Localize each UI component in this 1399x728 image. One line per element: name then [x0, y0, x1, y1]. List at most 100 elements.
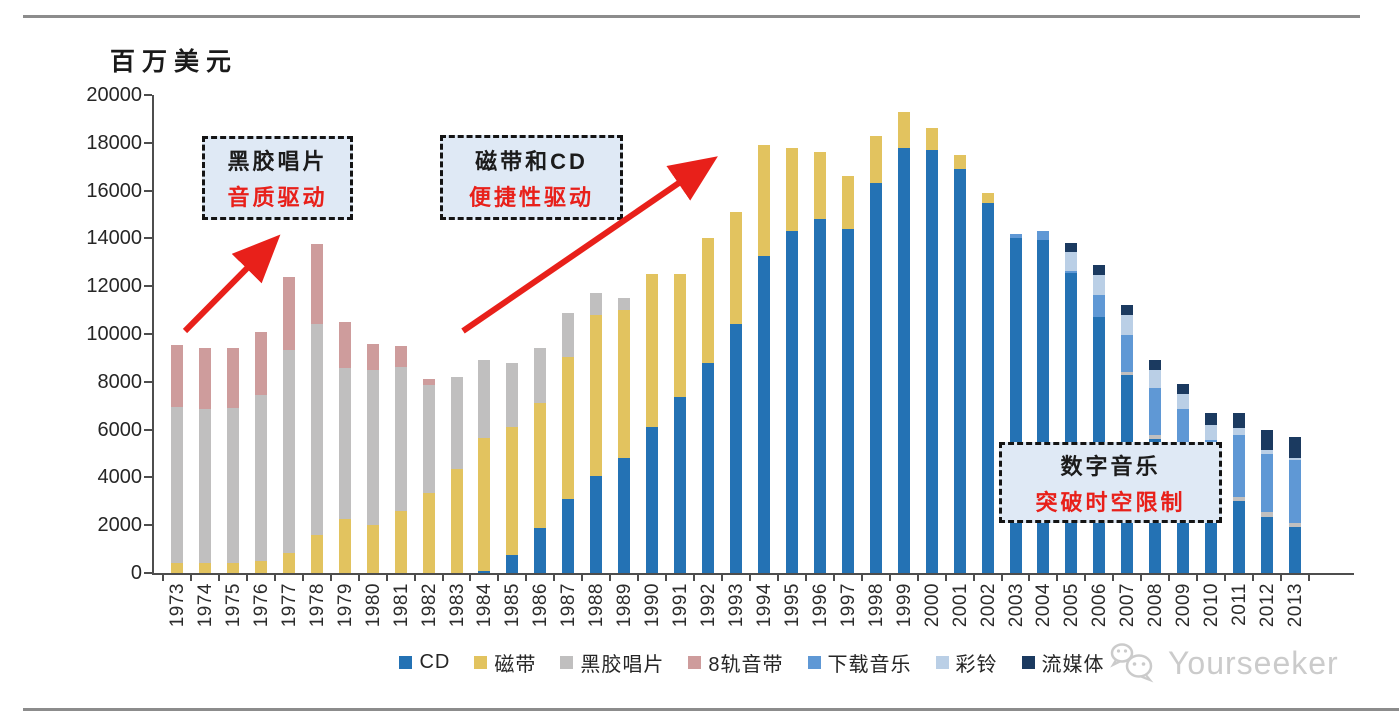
x-tick-mark — [1224, 573, 1227, 581]
x-tick-mark — [832, 573, 835, 581]
bar-segment-2006-下载音乐 — [1093, 294, 1106, 318]
bar-segment-2002-磁带 — [981, 193, 994, 203]
y-tick-mark — [144, 524, 152, 527]
legend-item-8轨音带: 8轨音带 — [688, 648, 783, 677]
bar-segment-1989-磁带 — [618, 310, 631, 459]
bar-segment-1975-8轨音带 — [226, 348, 239, 409]
bar-segment-1990-CD — [646, 427, 659, 573]
x-tick-label-2006: 2006 — [1089, 583, 1111, 628]
x-tick-label-1974: 1974 — [194, 583, 216, 628]
x-tick-label-1986: 1986 — [530, 583, 552, 628]
y-tick-label: 12000 — [86, 275, 142, 298]
y-tick-mark — [144, 380, 152, 383]
y-tick-label: 6000 — [97, 418, 143, 441]
x-tick-mark — [860, 573, 863, 581]
bar-segment-2011-下载音乐 — [1233, 434, 1246, 497]
bar-segment-2011-CD — [1233, 501, 1246, 573]
x-tick-mark — [888, 573, 891, 581]
legend-item-下载音乐: 下载音乐 — [807, 648, 912, 677]
x-tick-label-1982: 1982 — [418, 583, 440, 628]
x-tick-label-1993: 1993 — [726, 583, 747, 628]
x-tick-mark — [1112, 573, 1115, 581]
bar-segment-1987-黑胶唱片 — [562, 312, 575, 357]
bar-segment-2009-流媒体 — [1177, 384, 1190, 395]
bar-segment-1975-黑胶唱片 — [226, 408, 239, 564]
bar-segment-2007-流媒体 — [1121, 305, 1134, 315]
bar-segment-2010-彩铃 — [1205, 424, 1218, 440]
bar-segment-2005-流媒体 — [1065, 243, 1078, 252]
bar-segment-1973-磁带 — [171, 563, 183, 573]
bar-segment-2004-下载音乐 — [1037, 231, 1050, 240]
bar-segment-2007-下载音乐 — [1121, 335, 1134, 373]
x-tick-mark — [748, 573, 751, 581]
bar-segment-1981-磁带 — [394, 510, 407, 573]
callout-digital-subtitle: 突破时空限制 — [1035, 489, 1186, 515]
x-tick-mark — [1252, 573, 1255, 581]
bar-segment-2013-彩铃 — [1289, 457, 1301, 461]
x-tick-mark — [1307, 573, 1310, 581]
bar-segment-1980-磁带 — [366, 525, 379, 573]
bar-segment-1973-黑胶唱片 — [171, 406, 183, 564]
x-tick-mark — [245, 573, 248, 581]
bar-segment-1986-磁带 — [534, 402, 547, 529]
bar-segment-2013-流媒体 — [1289, 436, 1301, 458]
watermark-text: Yourseeker — [1168, 644, 1339, 681]
x-tick-label-1999: 1999 — [893, 583, 915, 628]
x-tick-label-1988: 1988 — [586, 583, 608, 628]
bar-segment-2008-下载音乐 — [1149, 388, 1162, 435]
bar-segment-1976-磁带 — [254, 561, 267, 573]
bar-segment-2012-彩铃 — [1261, 449, 1274, 454]
bar-segment-1987-磁带 — [562, 356, 575, 499]
y-tick-label: 8000 — [97, 370, 143, 393]
legend-item-黑胶唱片: 黑胶唱片 — [560, 648, 664, 677]
callout-digital: 数字音乐 突破时空限制 — [999, 442, 1222, 523]
bar-segment-2013-CD — [1289, 527, 1301, 573]
bar-segment-2001-CD — [953, 169, 966, 573]
bar-segment-2007-彩铃 — [1121, 314, 1134, 336]
legend-swatch-磁带 — [474, 656, 488, 669]
x-tick-mark — [1084, 573, 1087, 581]
bar-segment-1987-CD — [562, 498, 575, 573]
x-tick-label-2010: 2010 — [1201, 583, 1223, 628]
x-tick-mark — [469, 573, 472, 581]
x-tick-mark — [1140, 573, 1143, 581]
x-tick-label-2005: 2005 — [1061, 583, 1083, 628]
watermark: Yourseeker — [1108, 641, 1339, 685]
x-tick-label-2007: 2007 — [1117, 583, 1139, 628]
y-tick-label: 4000 — [97, 466, 143, 489]
bar-segment-1974-8轨音带 — [198, 348, 211, 410]
bar-segment-1996-CD — [813, 219, 826, 573]
bar-segment-1980-8轨音带 — [366, 344, 379, 371]
callout-cassette-cd-title: 磁带和CD — [475, 148, 588, 174]
bar-segment-1996-磁带 — [813, 152, 826, 220]
x-tick-mark — [1196, 573, 1199, 581]
bar-segment-1978-磁带 — [310, 534, 323, 573]
legend-label-CD: CD — [419, 651, 451, 673]
x-tick-mark — [497, 573, 500, 581]
bar-segment-1981-黑胶唱片 — [394, 367, 407, 511]
x-tick-mark — [162, 573, 165, 581]
bar-segment-1991-磁带 — [674, 274, 687, 398]
callout-digital-title: 数字音乐 — [1060, 453, 1161, 479]
bar-segment-1995-磁带 — [785, 147, 798, 232]
bar-segment-1984-磁带 — [478, 437, 491, 571]
legend-swatch-CD — [399, 656, 413, 669]
bar-segment-1985-黑胶唱片 — [506, 362, 519, 428]
x-tick-label-2004: 2004 — [1033, 583, 1055, 628]
legend-label-8轨音带: 8轨音带 — [708, 654, 784, 676]
y-tick-mark — [144, 572, 152, 574]
legend-label-磁带: 磁带 — [494, 654, 537, 676]
x-tick-mark — [972, 573, 975, 581]
bar-segment-1988-磁带 — [590, 314, 603, 477]
x-tick-label-1992: 1992 — [698, 583, 720, 628]
x-tick-label-1980: 1980 — [362, 583, 384, 628]
legend-swatch-黑胶唱片 — [560, 656, 574, 669]
x-tick-label-2001: 2001 — [949, 583, 971, 628]
bar-segment-2008-流媒体 — [1149, 360, 1162, 371]
x-tick-label-1978: 1978 — [306, 583, 328, 628]
x-tick-label-1996: 1996 — [809, 583, 831, 628]
bar-segment-1983-黑胶唱片 — [450, 377, 463, 470]
x-tick-mark — [273, 573, 276, 581]
callout-vinyl-title: 黑胶唱片 — [227, 149, 328, 174]
bar-segment-1998-磁带 — [869, 135, 882, 184]
